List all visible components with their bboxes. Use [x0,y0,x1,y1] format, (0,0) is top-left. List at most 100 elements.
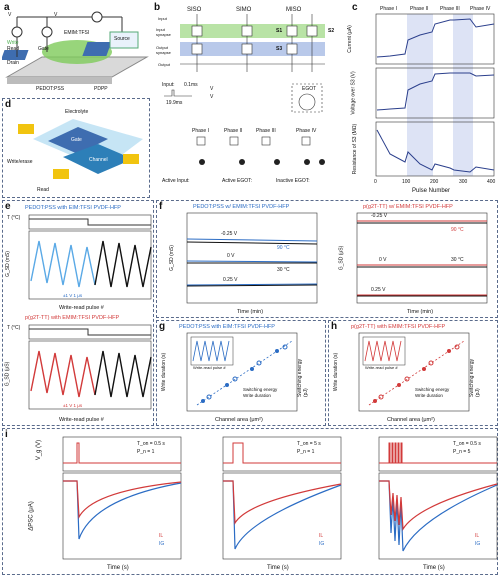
f-left-series-2: 0 V [227,253,235,259]
f-title-left: PEDOT:PSS w/ EMIM:TFSI PVDF-HFP [193,204,290,210]
c-xtick-200: 200 [430,179,439,185]
g-legend-duration: Write duration [243,393,271,398]
i-legend-ig-1: IG [159,541,165,547]
h-inset-xlabel: Write-read pulse # [365,365,398,370]
f-title-right: p(g2T-TT) w/ EMIM:TFSI PVDF-HFP [363,204,453,210]
g-ylabel-right: Switching energy (pJ) [297,358,309,397]
device-schematic-d [18,119,143,179]
i-sub2-ton: T_on = 5 s [297,441,321,447]
f-right-temp-90: 90 °C [451,227,464,233]
e-pulse-top: ±1 V 1 μs [63,293,83,298]
d-label-read: Read [37,187,49,193]
i-ylabel-bottom: ΔPSC (μA) [28,501,35,531]
e-pulse-bottom: ±1 V 1 μs [63,403,83,408]
panel-c: c Phase I Phase II Phase III Phase IV Cu… [346,2,498,198]
chart-g [186,332,298,412]
panel-letter: d [5,99,12,110]
panel-f: f PEDOT:PSS w/ EMIM:TFSI PVDF-HFP p(g2T-… [156,200,498,318]
f-ylabel-right: G_SD (μS) [338,245,345,271]
e-xlabel-bottom: Write-read pulse # [59,417,104,423]
col-siso: SISO [187,7,202,13]
f-right-series-2: 0 V [379,257,387,263]
i-sub3-pn: P_n = 5 [453,449,471,455]
label-pulse-off: 19.9ms [166,100,183,106]
chart-f [186,212,488,304]
panel-letter: a [4,2,10,13]
g-ylabel-left: Write duration (s) [161,352,168,392]
d-label-gate: Gate [71,137,82,143]
panel-a: a V V EMIM:TFSI Write Read Gate Drain So… [2,2,150,94]
label-egot: EGOT [302,86,317,92]
label-gate: Gate [38,46,49,52]
h-legend-energy: Switching energy [415,387,450,392]
i-xlabel-3: Time (s) [423,565,445,571]
h-xlabel: Channel area (μm²) [387,417,435,423]
e-ylabel-g-top: G_SD (mS) [4,251,11,277]
c-phase-2: Phase II [410,6,429,12]
panel-letter: g [159,321,166,332]
label-write: Write [7,40,19,46]
col-simo: SIMO [236,7,252,13]
h-ylabel-left: Write duration (s) [333,352,340,392]
i-sub1-ton: T_on = 0.5 s [137,441,165,447]
row-input: Input [158,16,167,21]
i-xlabel-2: Time (s) [267,565,289,571]
label-source: Source [114,36,130,42]
h-title: p(g2T-TT) with EMIM:TFSI PVDF-HFP [351,324,446,330]
e-ylabel-t-bottom: T (°C) [7,325,21,331]
c-xtick-100: 100 [402,179,411,185]
f-left-temp-30: 30 °C [277,267,290,273]
i-legend-ig-3: IG [475,541,481,547]
row-input-synapse: Input synapse [156,27,171,37]
f-right-series-3: 0.25 V [371,287,386,293]
c-ylabel-resistance: Resistance of S3 (MΩ) [352,123,359,175]
label-voff: V [210,94,214,100]
panel-e: e PEDOT:PSS with EIM:TFSI PVDF-HFP p(g2T… [2,200,154,426]
label-pedot: PEDOT:PSS [36,86,65,92]
i-sub2-pn: P_n = 1 [297,449,315,455]
col-miso: MISO [286,7,302,13]
g-title: PEDOT:PSS with EIM:TFSI PVDF-HFP [179,324,275,330]
legend-active-egot: Active EGOT: [222,178,253,184]
d-label-writeerase: Write/erase [7,159,33,165]
label-pdpp: PDPP [94,86,108,92]
i-ylabel-top: V_g (V) [36,439,43,461]
f-ylabel-left: G_SD (mS) [168,245,175,271]
f-left-temp-90: 90 °C [277,245,290,251]
e-title-top: PEDOT:PSS with EIM:TFSI PVDF-HFP [25,205,121,211]
i-xlabel-1: Time (s) [107,565,129,571]
i-legend-ig-2: IG [319,541,325,547]
i-legend-il-2: IL [319,533,324,539]
panel-b: b SISO SIMO MISO Input Input [152,2,348,198]
d-label-channel: Channel [89,157,108,163]
label-electrolyte: EMIM:TFSI [64,30,90,36]
device-schematic-a [2,11,149,84]
f-left-series-3: 0.25 V [223,277,238,283]
c-ylabel-current: Current (μA) [346,25,353,53]
panel-letter: f [159,201,163,212]
circuit-b [164,14,325,165]
label-read: Read [7,46,19,52]
c-xtick-0: 0 [374,179,377,185]
f-right-temp-30: 30 °C [451,257,464,263]
label-von: V [210,86,214,92]
d-label-electrolyte: Electrolyte [65,109,89,115]
i-legend-il-1: IL [159,533,164,539]
row-output-synapse: Output synapse [156,45,171,55]
panel-letter: h [331,321,338,332]
panel-h: h p(g2T-TT) with EMIM:TFSI PVDF-HFP Swit… [328,320,498,426]
g-legend-energy: Switching energy [243,387,278,392]
e-xlabel-top: Write-read pulse # [59,305,104,311]
e-ylabel-g-bottom: G_SD (μS) [4,361,11,387]
c-xtick-300: 300 [459,179,468,185]
legend-inactive-egot: Inactive EGOT: [276,178,310,184]
legend-active-input: Active Input: [162,178,190,184]
label-s1: S1 [276,28,283,34]
g-xlabel: Channel area (μm²) [215,417,263,423]
phase-2: Phase II [224,128,243,134]
row-output: Output [158,62,171,67]
c-phase-3: Phase III [440,6,460,12]
h-ylabel-right: Switching energy (pJ) [469,358,481,397]
c-xlabel: Pulse Number [412,188,451,194]
h-legend-duration: Write duration [415,393,443,398]
